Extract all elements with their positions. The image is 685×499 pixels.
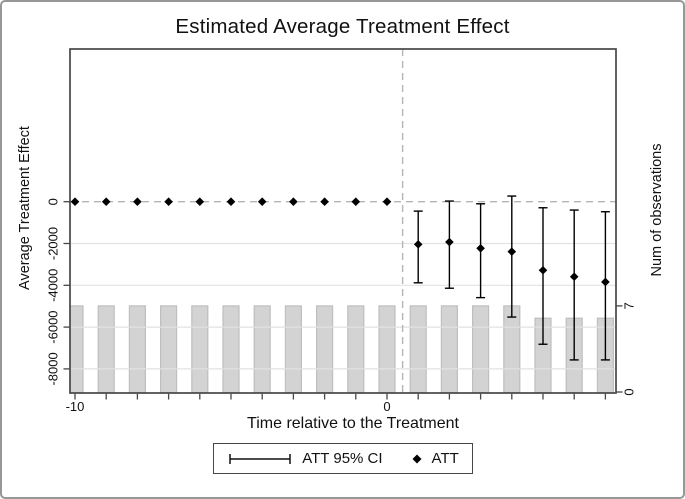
att-diamond [445, 237, 454, 247]
att-diamond [351, 197, 361, 206]
chart-title: Estimated Average Treatment Effect [175, 15, 510, 38]
x-tick-label: -10 [66, 399, 85, 414]
att-diamond [382, 197, 392, 206]
plot-border [69, 48, 617, 394]
att-diamond [507, 247, 517, 256]
obs-bar [97, 305, 115, 393]
obs-bar [472, 305, 490, 393]
y-right-tick-label: 7 [622, 302, 637, 309]
obs-bar [409, 305, 427, 393]
obs-bar [503, 305, 521, 393]
obs-bar [128, 305, 146, 393]
att-diamond-icon [412, 454, 422, 463]
x-tick-label: 0 [383, 399, 390, 414]
y-left-tick-label: 0 [46, 198, 61, 205]
att-diamond [476, 244, 485, 253]
att-diamond [538, 265, 548, 275]
att-diamond [195, 197, 205, 206]
obs-bar [222, 305, 240, 393]
obs-bar [160, 305, 178, 393]
obs-bar [347, 305, 365, 393]
att-diamond [289, 197, 298, 206]
y-left-tick-label: -8000 [46, 352, 61, 385]
obs-bar [253, 305, 271, 393]
att-diamond [601, 277, 610, 287]
gridlines [70, 242, 616, 370]
y-left-tick-label: -4000 [46, 269, 61, 302]
x-axis-title: Time relative to the Treatment [247, 415, 459, 432]
obs-bar [440, 305, 458, 393]
y-right-tick-label: 0 [622, 388, 637, 395]
att-markers [70, 197, 610, 287]
att-diamond [569, 272, 579, 282]
obs-bar [378, 305, 396, 393]
y-left-tick-label: -6000 [46, 310, 61, 343]
obs-bar [316, 305, 334, 393]
legend-ci-label: ATT 95% CI [302, 450, 383, 467]
ci-errorbar-icon [229, 453, 291, 464]
att-diamond [226, 197, 236, 206]
tick-labels: 0 -2000 -4000 -6000 -8000 7 0 -10 0 [46, 198, 637, 414]
att-diamond [70, 197, 80, 206]
att-diamond [413, 240, 423, 249]
tick-marks [63, 201, 623, 400]
y-left-tick-label: -2000 [46, 227, 61, 260]
legend: ATT 95% CI ATT [213, 443, 473, 474]
att-diamond [320, 197, 329, 206]
att-diamond [257, 197, 267, 206]
obs-bar [284, 305, 302, 393]
obs-bar [191, 305, 209, 393]
legend-att-label: ATT [431, 450, 459, 467]
att-diamond [164, 197, 173, 206]
att-diamond [101, 197, 111, 206]
att-diamond [133, 197, 142, 206]
obs-bars [70, 305, 615, 393]
